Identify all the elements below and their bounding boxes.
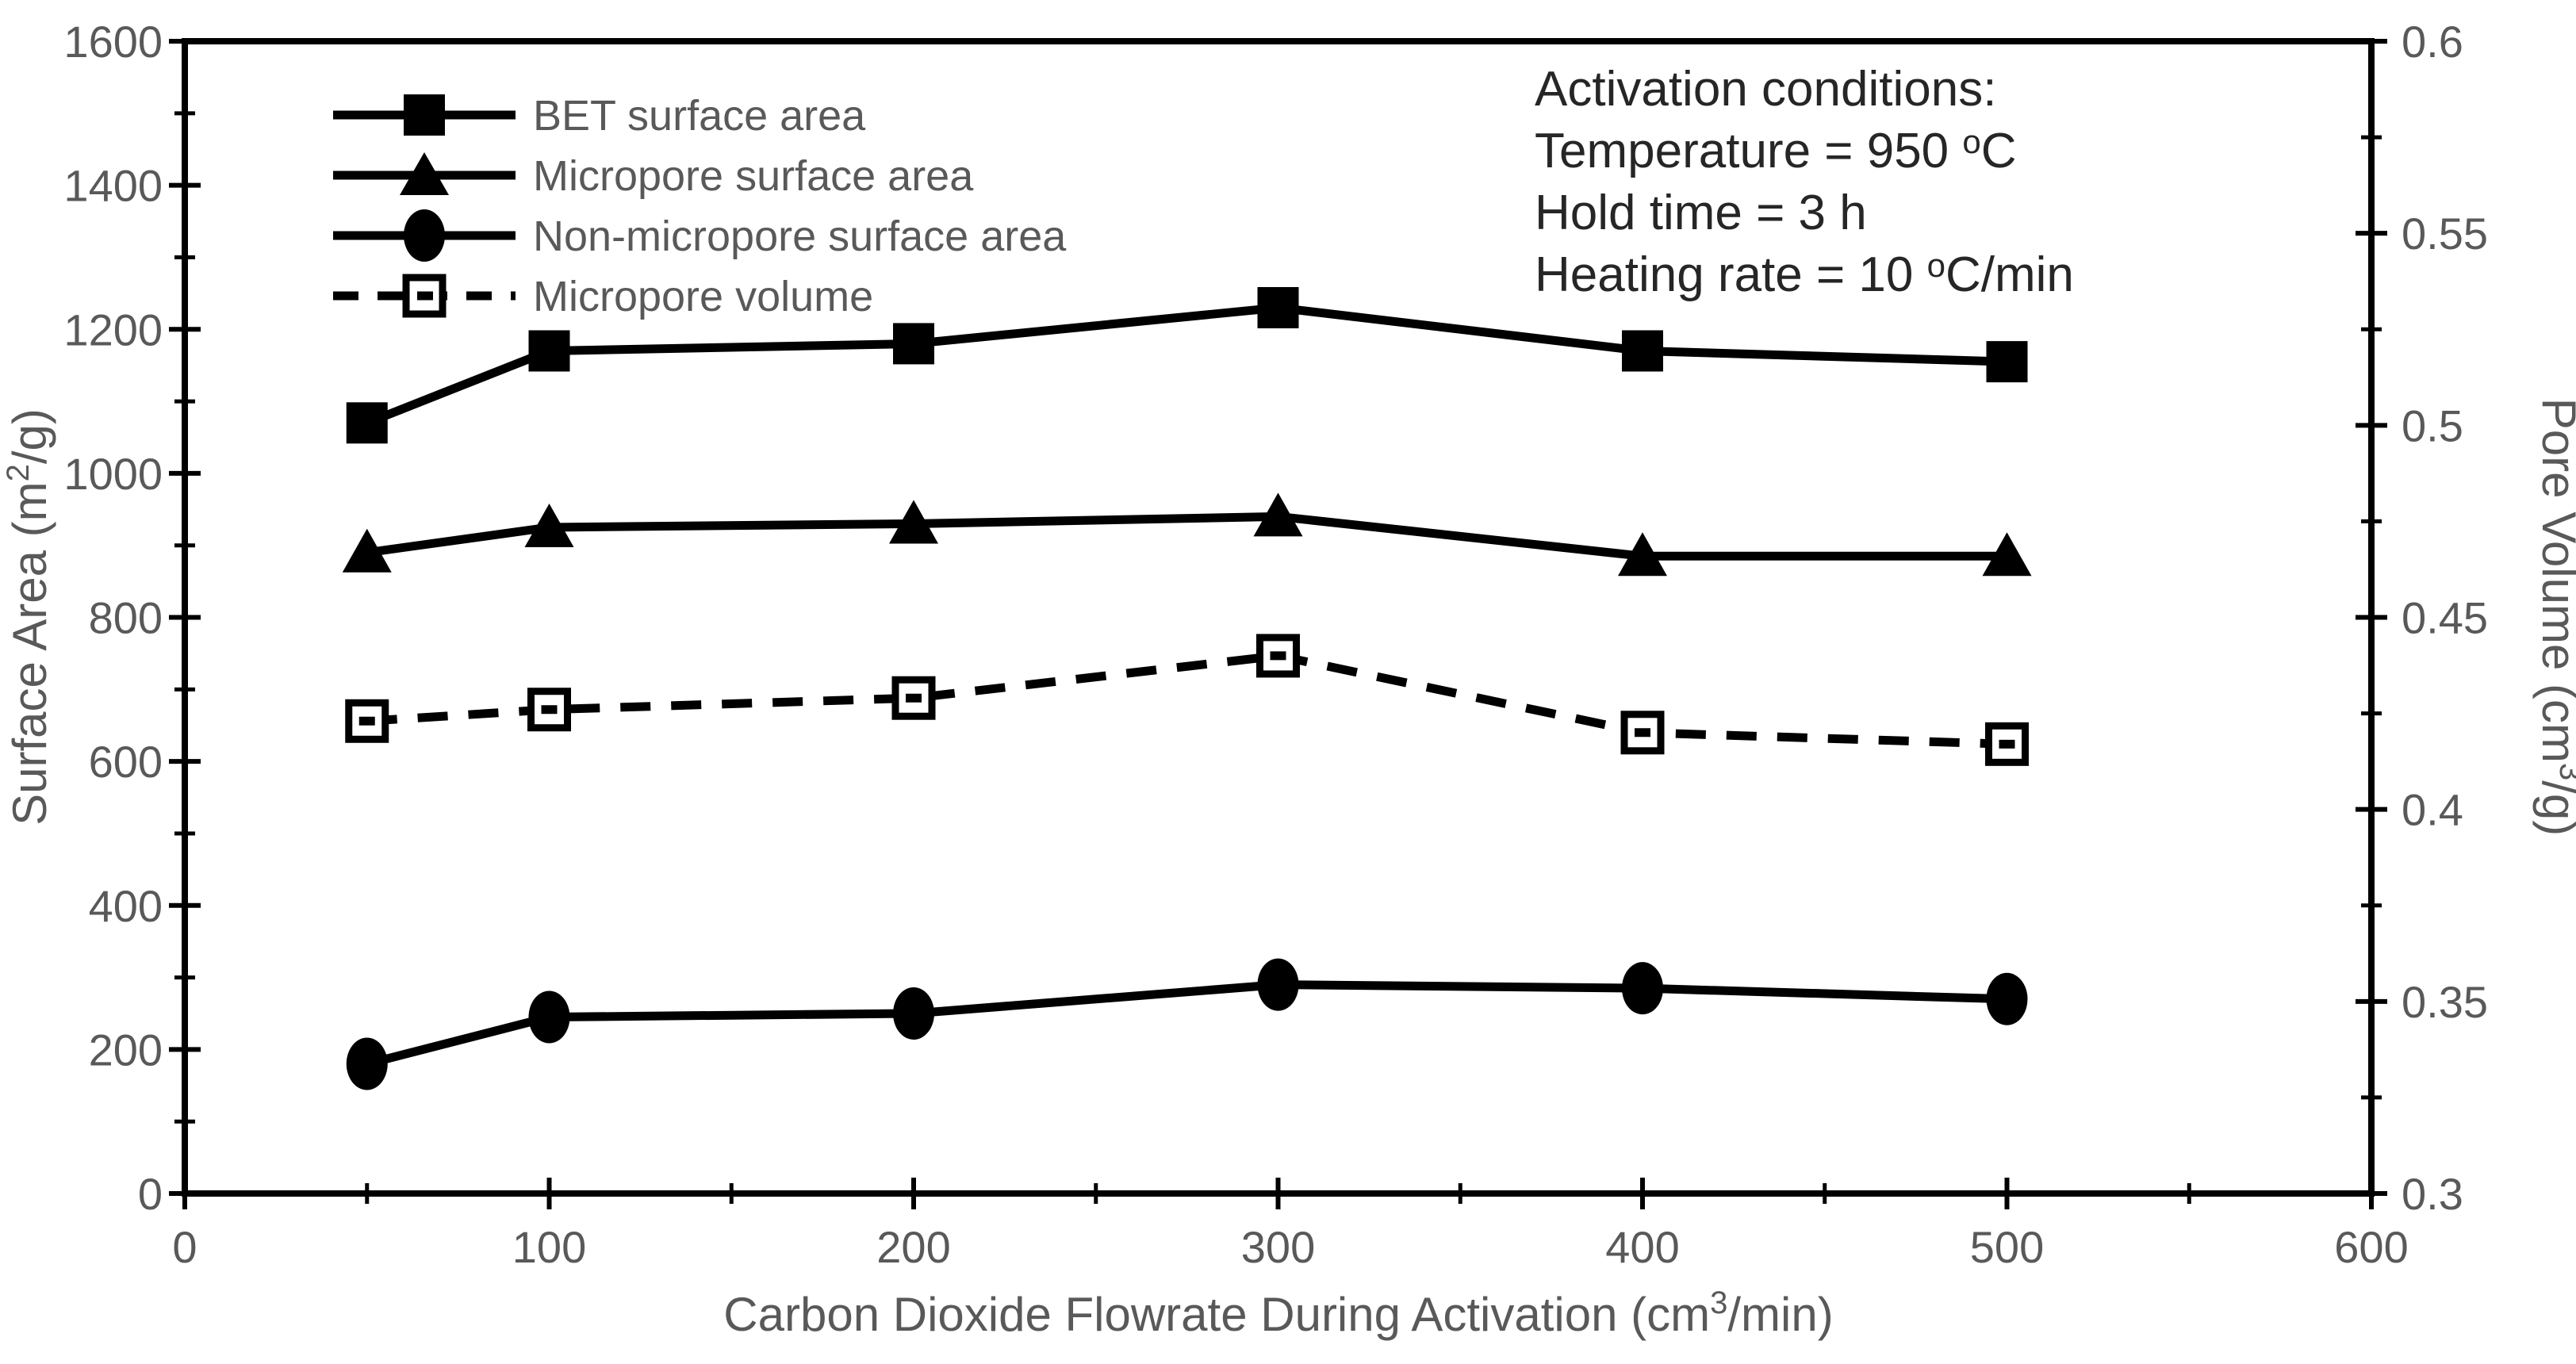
filled-triangle-marker (1253, 492, 1303, 537)
series-line-micropore-surface-area (366, 512, 2007, 561)
series-line-micropore-volume (366, 651, 2007, 749)
y-right-tick-label: 0.3 (2402, 1169, 2463, 1219)
x-axis-ticks (182, 1178, 2374, 1209)
y-right-tick-label: 0.4 (2402, 785, 2463, 835)
series-line-bet-surface-area (365, 303, 2007, 427)
y-right-axis-title: Pore Volume (cm3/g) (2532, 398, 2576, 836)
x-tick-label: 100 (512, 1222, 586, 1272)
filled-circle-marker (893, 987, 934, 1040)
filled-square-marker (346, 402, 388, 444)
filled-circle-marker (1257, 958, 1299, 1011)
filled-square-marker (528, 330, 570, 372)
x-tick-label: 0 (172, 1222, 197, 1272)
series-bet-surface-area (346, 287, 2028, 444)
x-tick-label: 600 (2334, 1222, 2408, 1272)
filled-square-marker (1622, 330, 1663, 372)
annotation-line-1: Activation conditions: (1535, 62, 1996, 117)
annotation-line-4: Heating rate = 10 oC/min (1535, 247, 2074, 302)
open-square-marker (345, 699, 389, 743)
open-square-marker (891, 676, 936, 720)
filled-circle-icon (404, 209, 445, 262)
filled-triangle-marker (1618, 532, 1667, 577)
legend-label-bet: BET surface area (533, 92, 866, 140)
open-square-marker (1256, 634, 1300, 678)
legend-label-non-micropore-sa: Non-micropore surface area (533, 213, 1067, 260)
series-micropore-surface-area (342, 492, 2032, 577)
y-left-tick-label: 1200 (63, 305, 163, 354)
y-left-tick-label: 800 (89, 593, 163, 643)
x-tick-label: 200 (876, 1222, 950, 1272)
filled-circle-marker (1622, 962, 1663, 1015)
filled-square-marker (1257, 287, 1299, 329)
y-left-tick-label: 1400 (63, 161, 163, 211)
filled-triangle-marker (1982, 532, 2032, 577)
y-left-axis-tick-labels: 0 200 400 600 800 1000 1200 1400 1600 (63, 17, 163, 1219)
y-right-tick-label: 0.35 (2402, 977, 2488, 1027)
y-right-tick-label: 0.5 (2402, 400, 2463, 450)
legend-label-micropore-sa: Micropore surface area (533, 152, 974, 200)
filled-square-marker (1986, 341, 2028, 383)
filled-square-marker (893, 323, 934, 365)
legend-item-non-micropore-sa: Non-micropore surface area (333, 209, 1067, 262)
y-right-tick-label: 0.55 (2402, 209, 2488, 259)
y-left-tick-label: 0 (138, 1169, 163, 1219)
y-right-tick-label: 0.6 (2402, 17, 2463, 67)
filled-circle-marker (528, 990, 570, 1044)
y-right-axis-tick-labels: 0.3 0.35 0.4 0.45 0.5 0.55 0.6 (2402, 17, 2488, 1219)
y-left-tick-label: 400 (89, 881, 163, 931)
x-tick-label: 400 (1605, 1222, 1679, 1272)
legend-item-bet: BET surface area (333, 92, 866, 140)
y-left-tick-label: 1600 (63, 17, 163, 67)
series-non-micropore-surface-area (346, 958, 2028, 1090)
filled-circle-marker (346, 1037, 388, 1090)
y-left-tick-label: 1000 (63, 449, 163, 499)
x-axis-tick-labels: 0 100 200 300 400 500 600 (172, 1222, 2408, 1272)
y-left-axis-title: Surface Area (m2/g) (1, 408, 56, 826)
legend-item-micropore-sa: Micropore surface area (333, 152, 974, 200)
y-left-tick-label: 200 (89, 1025, 163, 1075)
x-tick-label: 500 (1970, 1222, 2044, 1272)
x-tick-label: 300 (1241, 1222, 1315, 1272)
annotation-line-3: Hold time = 3 h (1535, 186, 1867, 240)
filled-square-icon (404, 94, 445, 136)
filled-triangle-marker (342, 528, 392, 573)
y-left-axis-ticks (169, 39, 201, 1196)
annotation-block: Activation conditions: Temperature = 950… (1535, 62, 2074, 302)
y-right-tick-label: 0.45 (2402, 593, 2488, 643)
y-left-tick-label: 600 (89, 737, 163, 787)
data-series-layer (342, 287, 2032, 1090)
series-micropore-volume (345, 634, 2029, 766)
series-line-non-micropore-surface-area (366, 980, 2007, 1068)
plot-frame (182, 38, 2375, 1197)
filled-triangle-marker (889, 500, 938, 544)
legend-label-micropore-volume: Micropore volume (533, 273, 873, 320)
x-axis-title: Carbon Dioxide Flowrate During Activatio… (723, 1285, 1833, 1341)
y-right-axis-ticks (2356, 39, 2387, 1196)
filled-triangle-marker (524, 503, 574, 547)
filled-triangle-icon (400, 152, 449, 195)
annotation-line-2: Temperature = 950 oC (1535, 123, 2017, 178)
legend: BET surface area Micropore surface area … (333, 92, 1067, 320)
legend-item-micropore-volume: Micropore volume (333, 273, 873, 320)
filled-circle-marker (1986, 972, 2028, 1025)
